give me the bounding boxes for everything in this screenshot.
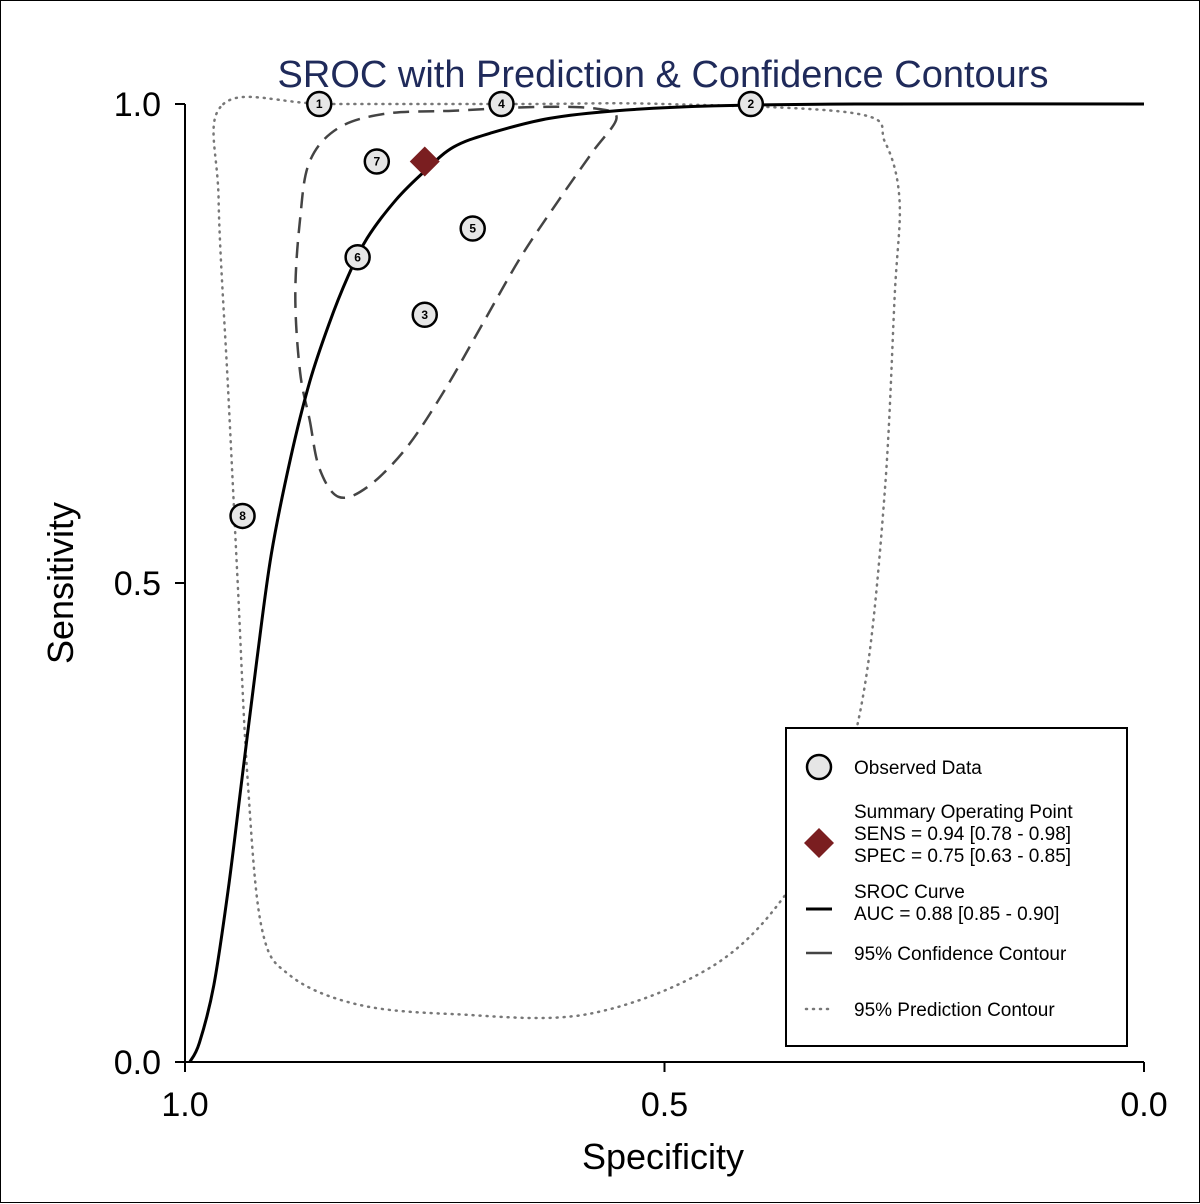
observed-point-label: 8 <box>239 509 246 523</box>
observed-point-label: 1 <box>316 97 323 111</box>
observed-point-marker <box>459 215 486 242</box>
observed-point-5: 5 <box>459 215 486 242</box>
legend-text: 95% Confidence Contour <box>854 944 1067 965</box>
observed-point-marker <box>306 90 333 118</box>
legend-text: 95% Prediction Contour <box>854 1000 1055 1021</box>
legend-text: AUC = 0.88 [0.85 - 0.90] <box>854 904 1059 925</box>
legend-text: SENS = 0.94 [0.78 - 0.98] <box>854 824 1071 845</box>
observed-point-label: 4 <box>498 97 505 111</box>
legend-text: SPEC = 0.75 [0.63 - 0.85] <box>854 846 1071 867</box>
y-tick-label: 0.5 <box>114 565 161 603</box>
observed-point-label: 6 <box>354 250 361 264</box>
observed-point-marker <box>488 90 515 118</box>
sroc-curve-line <box>188 102 1145 1063</box>
observed-point-label: 7 <box>373 154 380 168</box>
observed-point-marker <box>363 148 391 175</box>
observed-point-label: 3 <box>421 308 428 322</box>
legend-item-observed: Observed Data <box>805 753 982 781</box>
legend-text: SROC Curve <box>854 882 965 903</box>
observed-data-points: 1 4 2 7 5 6 3 8 <box>229 90 765 530</box>
summary-point-marker <box>409 146 440 177</box>
y-axis-label: Sensitivity <box>40 502 81 664</box>
summary-operating-point <box>409 146 440 177</box>
observed-point-marker <box>344 244 371 271</box>
observed-point-6: 6 <box>344 244 371 271</box>
legend-text: Summary Operating Point <box>854 802 1073 823</box>
axes: 1.0 0.5 0.0 0.0 0.5 1.0 <box>114 86 1168 1124</box>
legend-box <box>785 727 1128 1047</box>
x-tick-label: 0.5 <box>641 1086 688 1124</box>
x-tick-label: 1.0 <box>161 1086 208 1124</box>
observed-point-marker <box>411 301 438 329</box>
y-tick-label: 1.0 <box>114 86 161 124</box>
observed-point-4: 4 <box>488 90 515 118</box>
x-axis-label: Specificity <box>582 1136 744 1177</box>
chart-title: SROC with Prediction & Confidence Contou… <box>278 54 1049 96</box>
legend: Observed Data Summary Operating PointSENS… <box>785 727 1128 1047</box>
legend-symbol-summary <box>804 828 834 858</box>
legend-item-prediction: 95% Prediction Contour <box>804 1000 1055 1021</box>
y-tick-label: 0.0 <box>114 1044 161 1082</box>
observed-point-2: 2 <box>737 90 765 118</box>
legend-text: Observed Data <box>854 758 982 779</box>
observed-point-1: 1 <box>306 90 333 118</box>
sroc-curve <box>188 102 1145 1063</box>
confidence-contour <box>294 105 618 500</box>
observed-point-marker <box>737 90 765 118</box>
x-tick-label: 0.0 <box>1120 1086 1167 1124</box>
observed-point-3: 3 <box>411 301 438 329</box>
legend-item-confidence: 95% Confidence Contour <box>806 944 1067 965</box>
observed-point-label: 2 <box>747 97 754 111</box>
observed-point-7: 7 <box>363 148 391 175</box>
observed-point-marker <box>229 502 256 530</box>
confidence-contour-line <box>294 105 618 500</box>
observed-point-8: 8 <box>229 502 256 530</box>
legend-symbol-observed <box>805 753 833 781</box>
observed-point-label: 5 <box>469 222 476 236</box>
